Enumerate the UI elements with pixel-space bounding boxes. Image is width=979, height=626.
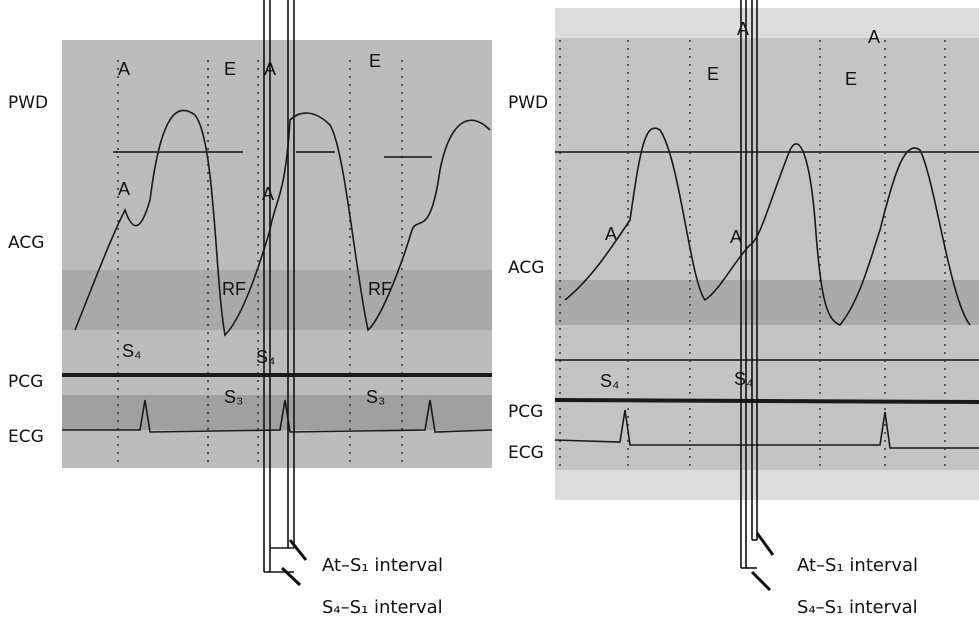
interval-label: At–S₁ interval: [797, 555, 918, 576]
wave-label: A: [262, 184, 274, 204]
wave-label: S₃: [366, 387, 385, 407]
wave-label: S₄: [122, 341, 141, 361]
wave-label: A: [118, 59, 130, 79]
ecg-wave: [554, 409, 979, 449]
interval-label: S₄–S₁ interval: [797, 597, 918, 618]
interval-label: At–S₁ interval: [322, 555, 443, 576]
wave-label: E: [369, 51, 381, 71]
ecg-wave: [62, 399, 493, 433]
wave-label: A: [605, 224, 617, 244]
track-label: PCG: [8, 372, 43, 392]
band: [62, 395, 492, 430]
track-label: ACG: [508, 258, 544, 278]
track-label: PWD: [508, 93, 548, 113]
acg-wave: [74, 109, 491, 337]
interval-markers: [263, 0, 308, 587]
wave-label: RF: [368, 279, 392, 299]
wave-label: E: [845, 69, 857, 89]
wave-label: S₄: [734, 369, 753, 389]
track-label: ECG: [508, 443, 544, 463]
recording-right: [555, 8, 979, 500]
track-label: PWD: [8, 93, 48, 113]
wave-label: A: [868, 27, 880, 47]
wave-label: A: [730, 227, 742, 247]
track-label: ECG: [8, 427, 44, 447]
wave-label: A: [737, 19, 749, 39]
pcg-trace: [554, 398, 979, 404]
band: [555, 280, 979, 325]
ruler-top: [555, 8, 979, 38]
acg-wave: [564, 127, 971, 326]
wave-label: RF: [222, 279, 246, 299]
wave-label: S₃: [224, 387, 243, 407]
wave-label: S₄: [256, 347, 275, 367]
wave-label: A: [118, 179, 130, 199]
interval-label: S₄–S₁ interval: [322, 597, 443, 618]
band: [62, 270, 492, 330]
wave-label: A: [264, 59, 276, 79]
wave-label: E: [707, 64, 719, 84]
wave-label: E: [224, 59, 236, 79]
track-label: PCG: [508, 402, 543, 422]
interval-markers: [740, 0, 775, 592]
track-label: ACG: [8, 233, 44, 253]
wave-label: S₄: [600, 371, 619, 391]
ruler-bottom: [555, 470, 979, 500]
